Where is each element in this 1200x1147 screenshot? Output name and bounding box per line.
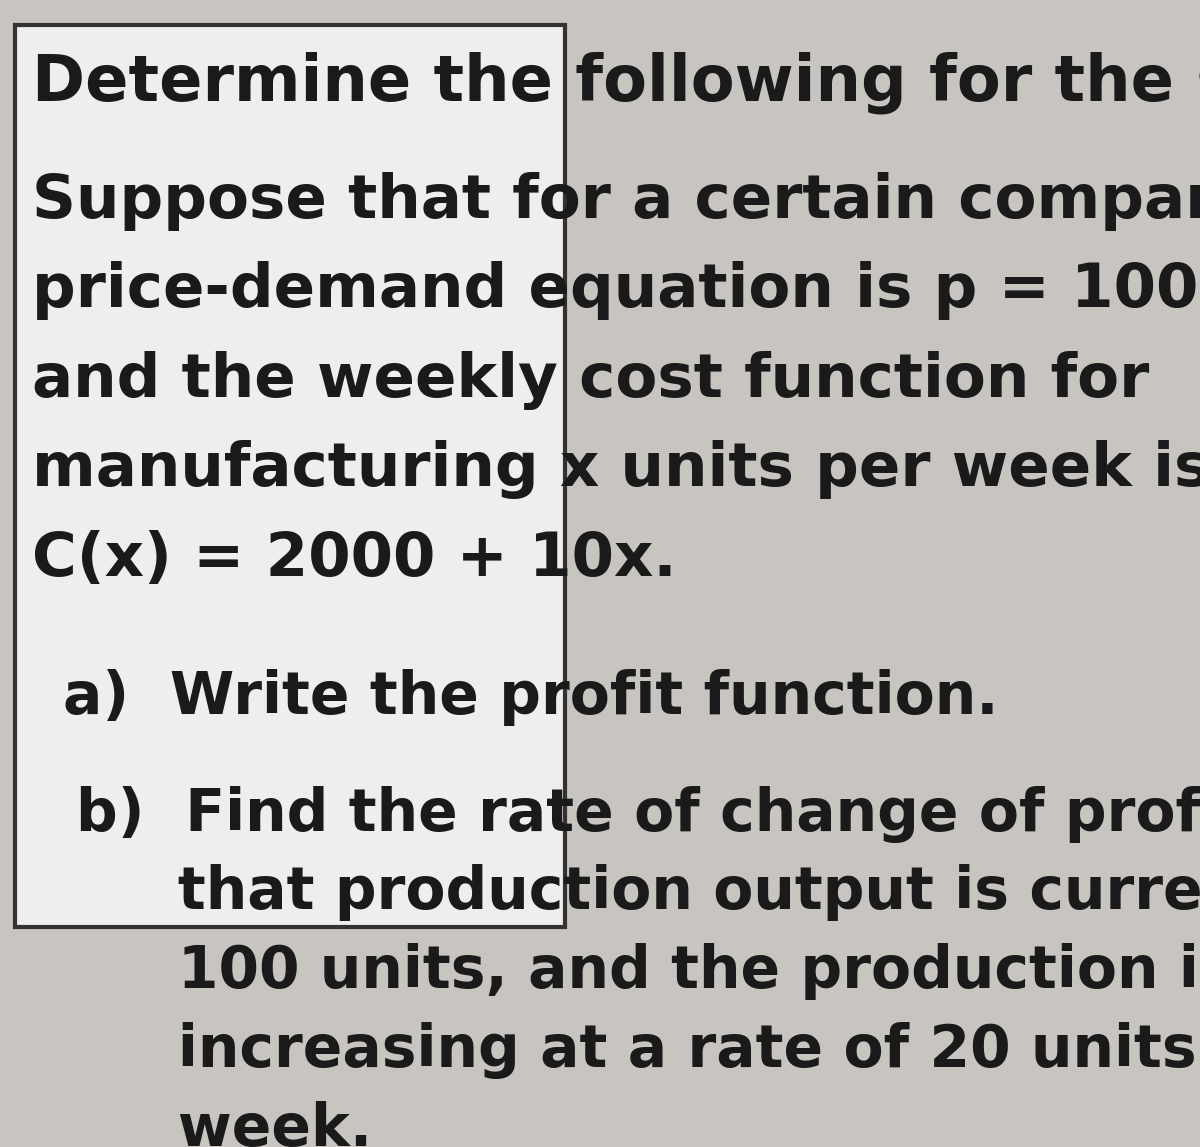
Text: 100 units, and the production is: 100 units, and the production is (76, 943, 1200, 1000)
FancyBboxPatch shape (14, 25, 565, 927)
Text: C(x) = 2000 + 10x.: C(x) = 2000 + 10x. (31, 530, 677, 590)
Text: that production output is currently: that production output is currently (76, 865, 1200, 921)
Text: Suppose that for a certain company, the: Suppose that for a certain company, the (31, 172, 1200, 231)
Text: increasing at a rate of 20 units per: increasing at a rate of 20 units per (76, 1022, 1200, 1079)
Text: a)  Write the profit function.: a) Write the profit function. (64, 670, 998, 726)
Text: b)  Find the rate of change of profit given: b) Find the rate of change of profit giv… (76, 786, 1200, 843)
Text: Determine the following for the scenario:: Determine the following for the scenario… (31, 52, 1200, 114)
Text: manufacturing x units per week is: manufacturing x units per week is (31, 440, 1200, 499)
Text: and the weekly cost function for: and the weekly cost function for (31, 351, 1148, 409)
Text: week.: week. (76, 1101, 372, 1147)
Text: price-demand equation is p = 100 – 0.5x: price-demand equation is p = 100 – 0.5x (31, 262, 1200, 320)
